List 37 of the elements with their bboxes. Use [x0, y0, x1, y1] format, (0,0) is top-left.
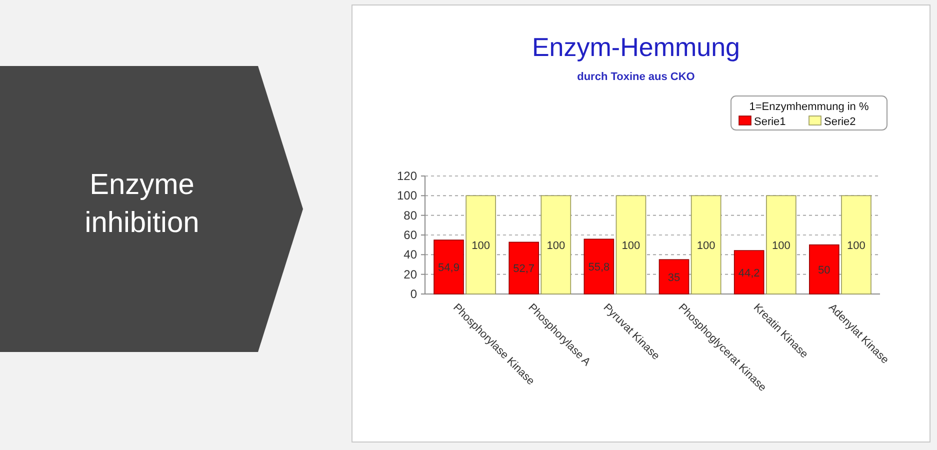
- data-label: 35: [668, 272, 680, 284]
- bar: [690, 195, 722, 294]
- bar: [658, 259, 690, 294]
- data-label: 100: [696, 240, 716, 252]
- legend-label: Serie1: [754, 116, 786, 128]
- bar: [809, 244, 840, 294]
- data-label: 100: [622, 240, 640, 252]
- bar: [466, 195, 496, 294]
- data-label: 100: [472, 240, 490, 252]
- bar: [434, 240, 464, 294]
- bar: [584, 238, 614, 294]
- data-label: 44,2: [738, 267, 760, 280]
- y-tick-label: 0: [410, 287, 418, 301]
- chart-title: Enzym-Hemmung: [532, 32, 740, 62]
- y-tick-label: 40: [404, 248, 418, 262]
- legend-label: Serie2: [824, 116, 856, 128]
- data-label: 52,7: [513, 263, 535, 276]
- legend-title: 1=Enzymhemmung in %: [749, 101, 869, 113]
- bar: [616, 195, 646, 294]
- data-label: 55,8: [588, 262, 610, 274]
- y-tick-label: 100: [396, 188, 418, 203]
- bar: [540, 195, 572, 294]
- data-label: 100: [847, 240, 866, 252]
- y-tick-label: 80: [404, 208, 418, 222]
- chart-subtitle: durch Toxine aus CKO: [577, 71, 696, 83]
- y-tick-label: 120: [396, 169, 418, 183]
- data-label: 100: [546, 240, 566, 252]
- bar: [841, 195, 872, 294]
- y-tick-label: 20: [404, 267, 418, 282]
- bar: [766, 195, 796, 294]
- bar: [734, 250, 764, 294]
- text: Enzyme inhibition: [84, 169, 200, 239]
- bar: [508, 242, 539, 294]
- data-label: 54,9: [438, 262, 460, 274]
- y-tick-label: 60: [404, 228, 418, 242]
- data-label: 100: [772, 240, 790, 252]
- data-label: 50: [818, 264, 830, 276]
